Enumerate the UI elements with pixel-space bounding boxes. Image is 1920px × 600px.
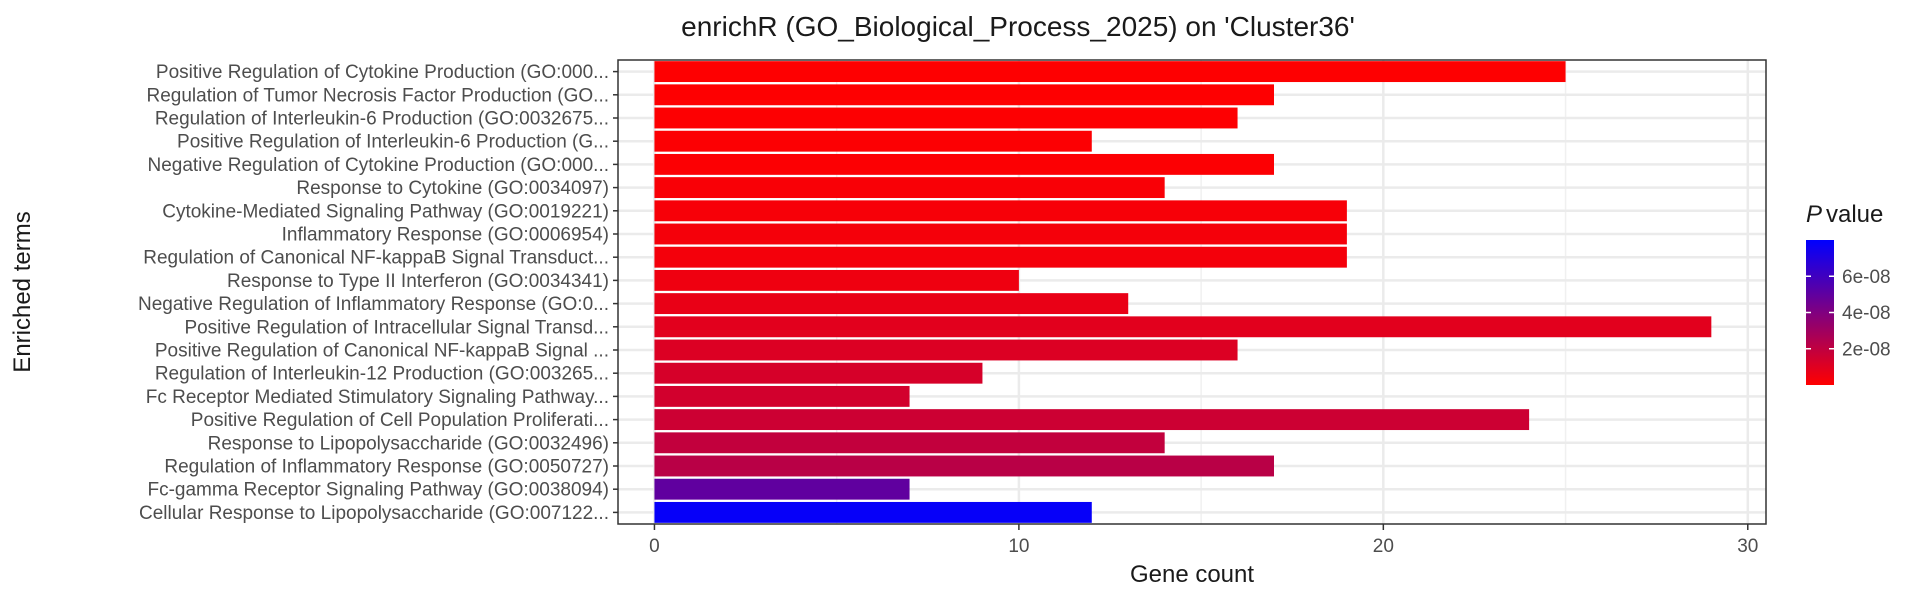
x-tick-label: 10 xyxy=(1008,536,1029,557)
bar xyxy=(654,478,910,500)
bar xyxy=(654,223,1347,245)
y-tick-label: Regulation of Inflammatory Response (GO:… xyxy=(164,457,609,478)
bar xyxy=(654,84,1274,106)
plot-panel xyxy=(618,60,1766,524)
y-tick-label: Response to Type II Interferon (GO:00343… xyxy=(227,271,609,292)
bar xyxy=(654,385,910,407)
y-tick-label: Cellular Response to Lipopolysaccharide … xyxy=(139,503,609,524)
y-tick-label: Positive Regulation of Intracellular Sig… xyxy=(184,317,609,338)
bar xyxy=(654,153,1274,175)
y-tick-label: Regulation of Canonical NF-kappaB Signal… xyxy=(143,248,609,269)
y-tick-label: Positive Regulation of Canonical NF-kapp… xyxy=(155,341,609,362)
bar xyxy=(654,362,983,384)
y-tick-label: Fc-gamma Receptor Signaling Pathway (GO:… xyxy=(147,480,609,501)
y-axis-title: Enriched terms xyxy=(9,211,36,372)
y-tick-label: Fc Receptor Mediated Stimulatory Signali… xyxy=(146,387,609,408)
x-tick-label: 30 xyxy=(1737,536,1758,557)
x-tick-label: 0 xyxy=(649,536,660,557)
legend-title-italic: P xyxy=(1806,201,1822,228)
legend-title: value xyxy=(1826,201,1883,228)
bar xyxy=(654,269,1019,291)
y-tick-label: Negative Regulation of Inflammatory Resp… xyxy=(138,294,609,315)
y-tick-label: Positive Regulation of Cytokine Producti… xyxy=(156,62,609,83)
y-tick-label: Negative Regulation of Cytokine Producti… xyxy=(147,155,609,176)
bar xyxy=(654,177,1165,199)
chart-title: enrichR (GO_Biological_Process_2025) on … xyxy=(681,11,1355,42)
y-tick-label: Response to Cytokine (GO:0034097) xyxy=(296,178,609,199)
bar xyxy=(654,432,1165,454)
bar xyxy=(654,293,1129,315)
y-tick-label: Regulation of Interleukin-12 Production … xyxy=(155,364,609,385)
bar xyxy=(654,409,1530,431)
bar xyxy=(654,501,1092,523)
y-tick-label: Response to Lipopolysaccharide (GO:00324… xyxy=(208,433,609,454)
y-tick-label: Positive Regulation of Cell Population P… xyxy=(191,410,609,431)
bar xyxy=(654,455,1274,477)
legend-tick-label: 2e-08 xyxy=(1842,339,1891,360)
legend-tick-label: 6e-08 xyxy=(1842,267,1891,288)
bar xyxy=(654,200,1347,222)
legend-tick-label: 4e-08 xyxy=(1842,303,1891,324)
bar xyxy=(654,107,1238,129)
y-tick-label: Cytokine-Mediated Signaling Pathway (GO:… xyxy=(162,201,609,222)
x-axis-title: Gene count xyxy=(1130,561,1254,588)
x-tick-label: 20 xyxy=(1373,536,1394,557)
plot-border xyxy=(617,59,1767,525)
y-tick-label: Regulation of Interleukin-6 Production (… xyxy=(155,109,609,130)
bar xyxy=(654,246,1347,268)
y-tick-label: Inflammatory Response (GO:0006954) xyxy=(282,225,609,246)
bar xyxy=(654,316,1712,338)
y-tick-label: Positive Regulation of Interleukin-6 Pro… xyxy=(177,132,609,153)
y-tick-label: Regulation of Tumor Necrosis Factor Prod… xyxy=(146,85,609,106)
bar xyxy=(654,339,1238,361)
bar xyxy=(654,61,1566,83)
bar xyxy=(654,130,1092,152)
